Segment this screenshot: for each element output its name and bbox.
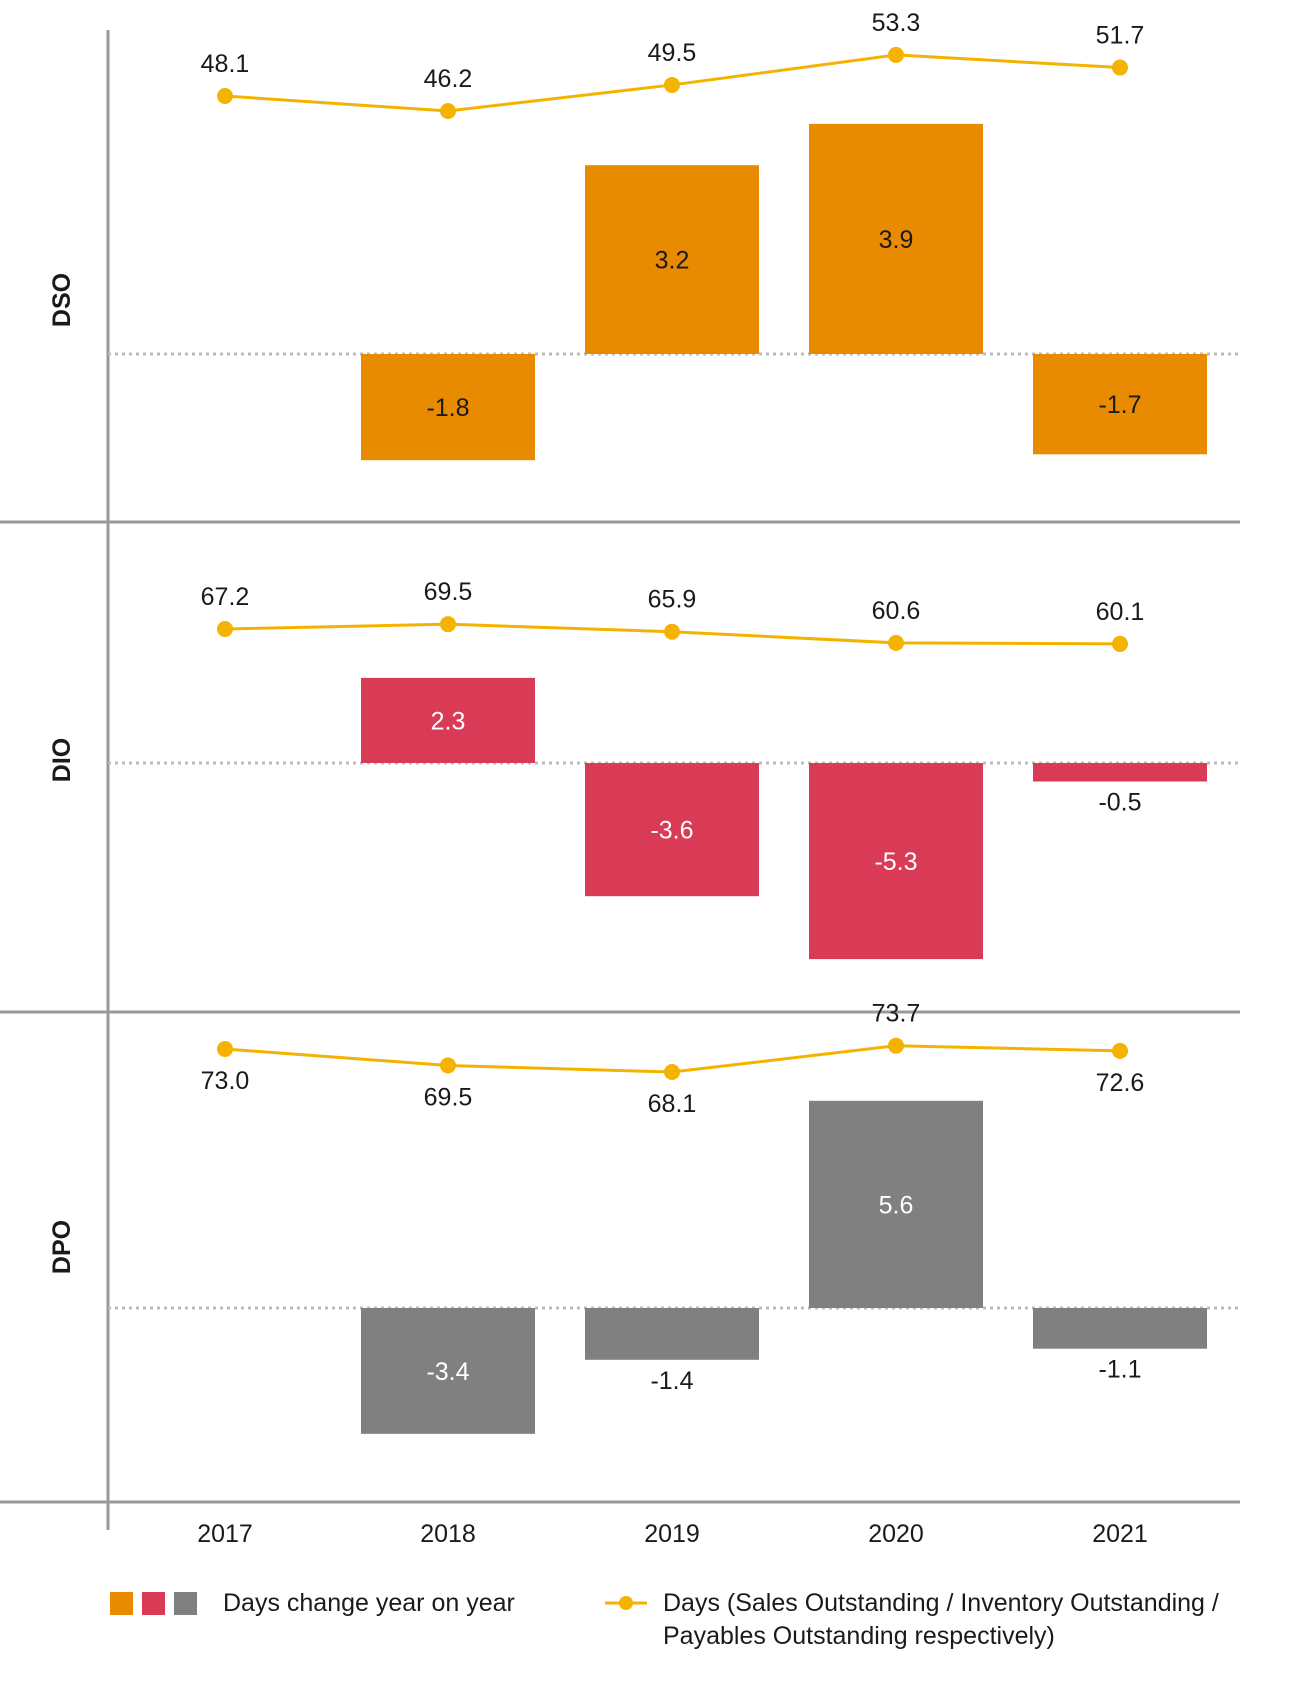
point-label-dio-2021: 60.1 <box>1096 598 1145 626</box>
bar-dio-2020 <box>809 763 983 960</box>
x-tick-label-2019: 2019 <box>644 1520 700 1548</box>
bar-label-dio-2018: 2.3 <box>431 707 466 735</box>
x-tick-label-2017: 2017 <box>197 1520 253 1548</box>
legend-line: Days (Sales Outstanding / Inventory Outs… <box>603 1587 1293 1653</box>
point-label-dio-2019: 65.9 <box>648 586 697 614</box>
point-dso-2021 <box>1112 59 1128 76</box>
panel-label-dso: DSO <box>48 273 76 327</box>
panel-label-dpo: DPO <box>48 1220 76 1274</box>
legend-swatch-dso <box>110 1592 133 1615</box>
point-dso-2019 <box>664 76 680 93</box>
bar-dpo-2018 <box>361 1308 535 1434</box>
bar-label-dio-2019: -3.6 <box>650 817 693 845</box>
point-dpo-2020 <box>888 1037 904 1054</box>
point-dpo-2017 <box>217 1041 233 1057</box>
bar-label-dpo-2018: -3.4 <box>426 1358 469 1386</box>
point-label-dso-2021: 51.7 <box>1096 22 1145 50</box>
bar-label-dso-2018: -1.8 <box>426 394 469 422</box>
point-label-dio-2020: 60.6 <box>872 597 921 625</box>
bar-label-dio-2020: -5.3 <box>874 848 917 876</box>
bar-label-dio-2021: -0.5 <box>1098 789 1141 817</box>
point-dso-2020 <box>888 46 904 63</box>
point-dio-2018 <box>440 616 456 633</box>
point-dio-2019 <box>664 623 680 640</box>
legend-swatch-dpo <box>174 1592 197 1615</box>
bar-dso-2018 <box>361 354 535 461</box>
point-dso-2018 <box>440 103 456 120</box>
point-dio-2017 <box>217 621 233 637</box>
point-dpo-2021 <box>1112 1042 1128 1059</box>
panel-label-dio: DIO <box>48 738 76 782</box>
x-tick-label-2021: 2021 <box>1092 1520 1148 1548</box>
legend-line-label-1: Days (Sales Outstanding / Inventory Outs… <box>663 1589 1219 1617</box>
bar-label-dpo-2020: 5.6 <box>879 1191 914 1219</box>
bar-dso-2019 <box>585 165 759 354</box>
point-label-dso-2020: 53.3 <box>872 9 921 37</box>
point-label-dpo-2021: 72.6 <box>1096 1069 1145 1097</box>
bar-dpo-2021 <box>1033 1308 1207 1349</box>
point-dso-2017 <box>217 88 233 104</box>
bar-dpo-2019 <box>585 1308 759 1360</box>
legend-line-label-2: Payables Outstanding respectively) <box>663 1622 1055 1650</box>
bar-label-dpo-2021: -1.1 <box>1098 1356 1141 1384</box>
point-dio-2020 <box>888 634 904 651</box>
point-dpo-2019 <box>664 1064 680 1081</box>
legend-swatch-dio <box>142 1592 165 1615</box>
point-dio-2021 <box>1112 635 1128 652</box>
point-label-dso-2018: 46.2 <box>424 65 473 93</box>
point-dpo-2018 <box>440 1057 456 1074</box>
point-label-dpo-2020: 73.7 <box>872 1000 921 1028</box>
bar-dio-2018 <box>361 677 535 763</box>
point-label-dpo-2019: 68.1 <box>648 1090 697 1118</box>
bar-dpo-2020 <box>809 1100 983 1308</box>
point-label-dso-2019: 49.5 <box>648 39 697 67</box>
bar-dso-2021 <box>1033 354 1207 455</box>
chart: DSO -1.8 3.2 3.9 -1.7 48.1 46.2 49.5 53.3 51.7 DIO… <box>0 9 1240 1548</box>
bar-dio-2021 <box>1033 763 1207 782</box>
x-tick-label-2018: 2018 <box>420 1520 476 1548</box>
bar-label-dso-2020: 3.9 <box>879 226 914 254</box>
bar-label-dso-2021: -1.7 <box>1098 391 1141 419</box>
point-label-dso-2017: 48.1 <box>201 50 250 78</box>
point-label-dio-2018: 69.5 <box>424 578 473 606</box>
legend-bars: Days change year on year <box>110 1587 515 1620</box>
legend-line-marker <box>605 1596 647 1610</box>
bar-label-dso-2019: 3.2 <box>655 247 690 275</box>
bar-label-dpo-2019: -1.4 <box>650 1367 693 1395</box>
point-label-dpo-2018: 69.5 <box>424 1083 473 1111</box>
point-label-dpo-2017: 73.0 <box>201 1067 250 1095</box>
bar-dio-2019 <box>585 763 759 897</box>
legend-bars-label: Days change year on year <box>223 1589 515 1617</box>
x-tick-label-2020: 2020 <box>868 1520 924 1548</box>
bar-dso-2020 <box>809 123 983 355</box>
legend-line-text: Days (Sales Outstanding / Inventory Outs… <box>663 1587 1219 1653</box>
point-label-dio-2017: 67.2 <box>201 583 250 611</box>
